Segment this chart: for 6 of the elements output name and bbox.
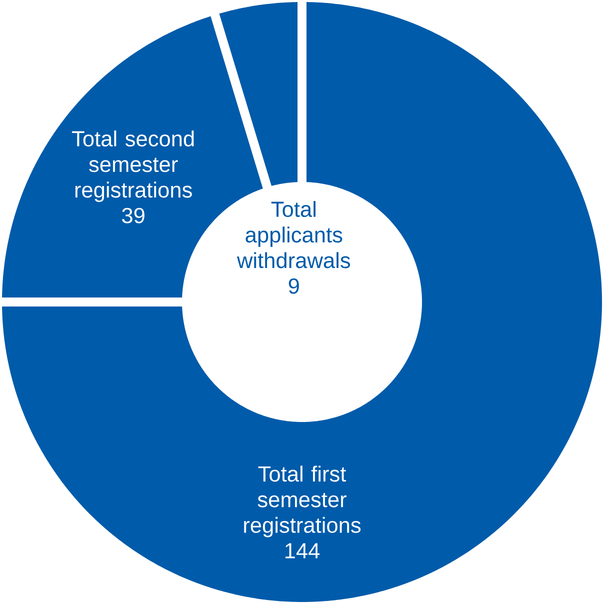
data-label: 9 [288, 278, 299, 294]
slice-label: Total second semester registrations [72, 130, 194, 202]
data-label: 144 [285, 543, 320, 558]
slice-label: Total first semester registrations [244, 466, 361, 538]
slice-label: Total applicants withdrawals [236, 200, 350, 268]
data-label: 39 [122, 208, 144, 224]
